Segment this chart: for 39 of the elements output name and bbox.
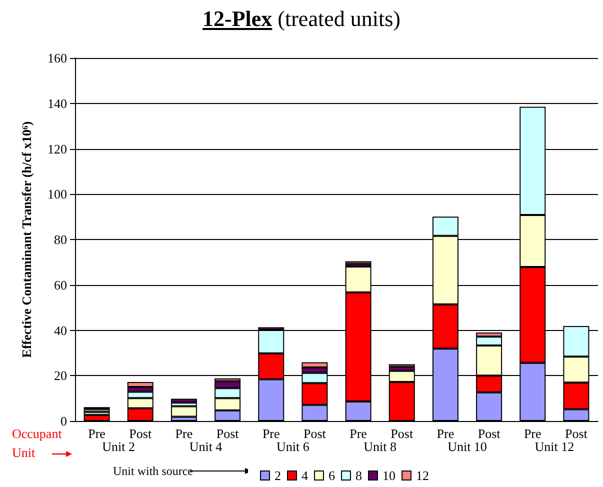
x-tick-label: Post xyxy=(216,426,240,441)
legend-label: 2 xyxy=(274,468,281,483)
legend-label: 10 xyxy=(382,468,396,483)
x-tick-label: Pre xyxy=(262,426,280,441)
x-tick-label: Pre xyxy=(436,426,454,441)
chart-title: 12-Plex (treated units) xyxy=(202,6,402,32)
y-axis-title: Effective Contaminant Transfer (h/cf x10⁶) xyxy=(19,121,34,358)
y-tick-label: 0 xyxy=(60,414,67,428)
text: Occupant Unit xyxy=(12,426,62,460)
text: Unit 4 xyxy=(189,439,223,454)
bar xyxy=(170,398,197,403)
x-tick-label: Post xyxy=(129,426,152,441)
x-tick-label: Pre xyxy=(350,426,368,441)
x-tick-label: Pre xyxy=(88,426,106,441)
legend-label: 6 xyxy=(328,468,336,483)
text: Unit 8 xyxy=(364,439,397,454)
x-tick-label: Post xyxy=(565,426,588,441)
x-tick-label: Pre xyxy=(175,426,193,441)
y-tick-label: 40 xyxy=(54,322,67,338)
text: Unit 6 xyxy=(276,439,310,454)
legend-label: 4 xyxy=(302,468,308,483)
y-tick-label: 120 xyxy=(48,141,67,156)
y-tick-label: 80 xyxy=(54,232,67,247)
x-tick-label: Post xyxy=(390,426,414,441)
y-tick-label: 140 xyxy=(48,96,67,111)
legend-label: 8 xyxy=(356,468,362,483)
y-tick-label: 160 xyxy=(48,50,67,66)
x-tick-label: Pre xyxy=(524,426,542,441)
legend-title: Unit with source xyxy=(113,464,193,478)
y-tick-label: 60 xyxy=(54,277,67,292)
text: Unit 10 xyxy=(448,439,487,454)
bar xyxy=(170,406,197,417)
x-tick-label: Post xyxy=(478,426,501,441)
y-tick-label: 20 xyxy=(54,368,67,384)
legend-label: 12 xyxy=(416,468,429,483)
text: Unit 2 xyxy=(102,439,136,454)
x-tick-label: Post xyxy=(304,426,326,441)
y-tick-label: 100 xyxy=(48,186,67,202)
text: Unit 12 xyxy=(534,439,574,454)
